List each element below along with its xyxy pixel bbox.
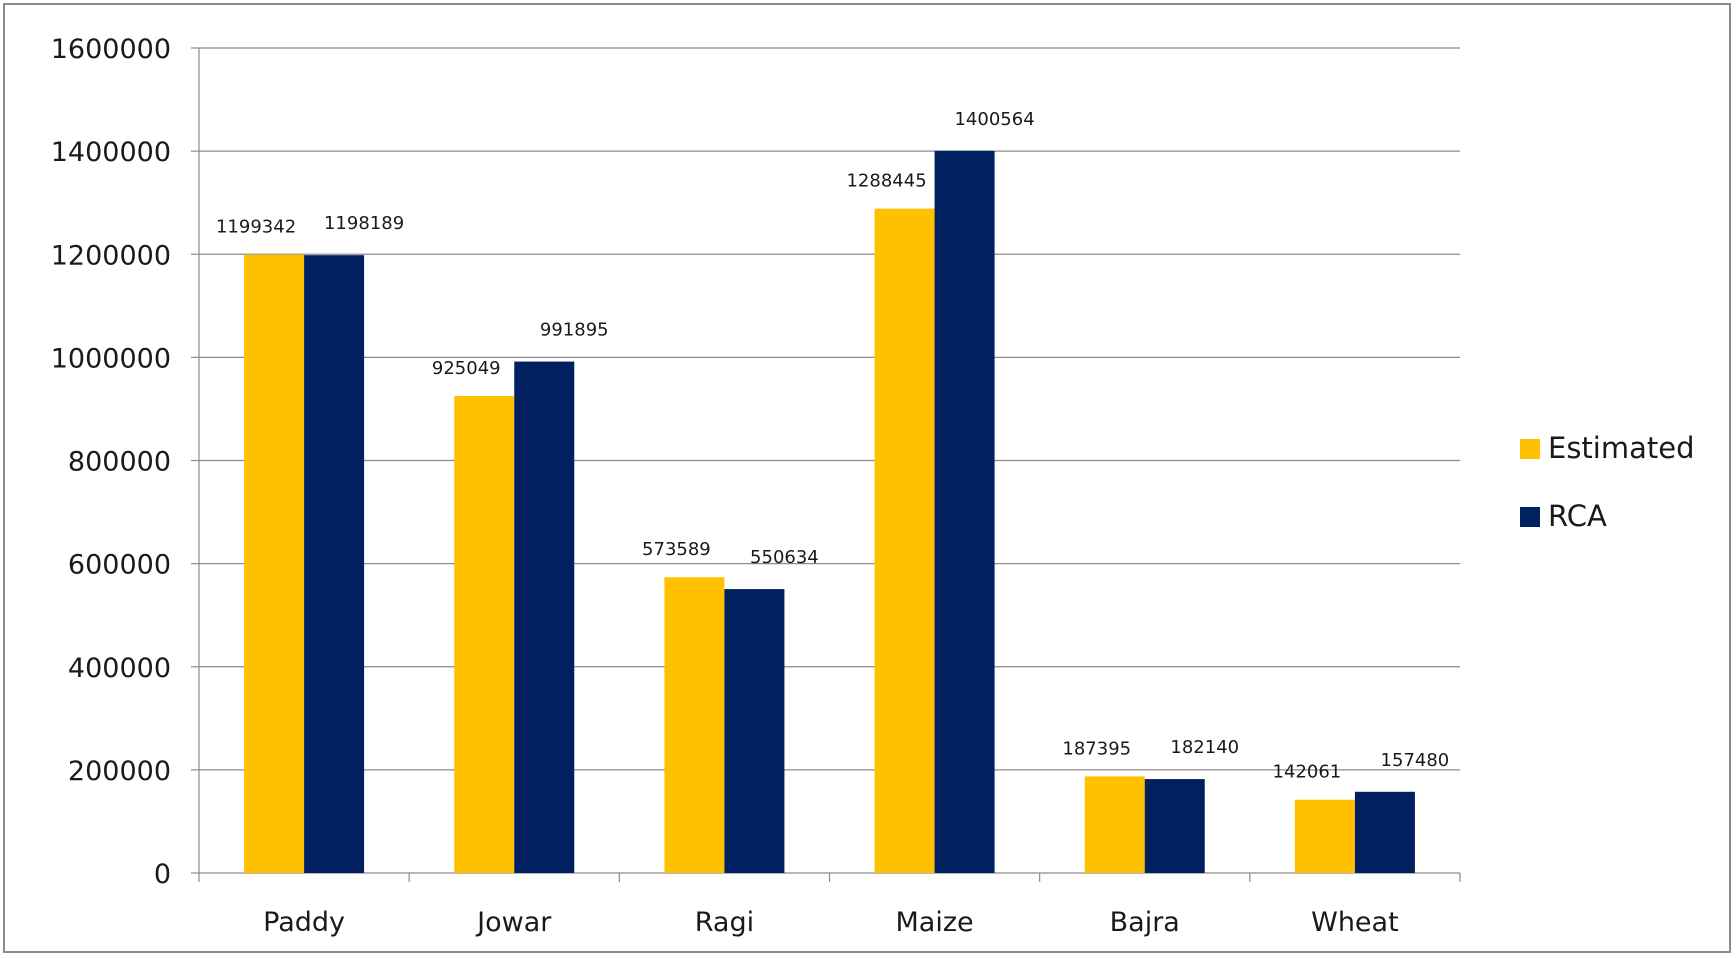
bars [244, 150, 1415, 874]
y-tick-label: 600000 [68, 550, 171, 581]
legend: Estimated RCA [1520, 431, 1695, 533]
bar-estimated-ragi [664, 577, 725, 873]
data-labels: 1199342 1198189 925049 991895 573589 550634 12… [216, 109, 1449, 783]
y-tick-label: 1000000 [51, 343, 171, 374]
y-tick-label: 0 [154, 859, 171, 890]
legend-label-estimated: Estimated [1548, 431, 1695, 465]
bar-rca-maize [934, 150, 995, 874]
x-tick-label: Ragi [695, 907, 754, 938]
legend-swatch-estimated [1520, 439, 1540, 459]
x-tick-label: Paddy [263, 907, 345, 938]
y-tick-label: 800000 [68, 447, 171, 478]
data-label: 157480 [1381, 750, 1450, 771]
data-label: 187395 [1062, 738, 1131, 759]
data-label: 1400564 [954, 109, 1034, 130]
gridlines [199, 47, 1460, 771]
bar-estimated-maize [874, 208, 935, 873]
y-tick-label: 1600000 [51, 34, 171, 65]
bar-rca-ragi [724, 589, 785, 873]
y-tick-label: 1400000 [51, 137, 171, 168]
x-tick-label: Jowar [475, 907, 552, 938]
y-tick-label: 400000 [68, 653, 171, 684]
legend-label-rca: RCA [1548, 499, 1607, 533]
bar-estimated-paddy [244, 254, 305, 873]
data-label: 1199342 [216, 217, 296, 238]
data-label: 550634 [750, 547, 819, 568]
bar-rca-paddy [304, 255, 365, 874]
axes: 0 200000 400000 600000 800000 1000000 1200000 1… [51, 34, 1461, 938]
data-label: 1198189 [324, 213, 404, 234]
data-label: 925049 [432, 358, 501, 379]
data-label: 991895 [540, 320, 609, 341]
x-tick-label: Wheat [1311, 907, 1399, 938]
bar-estimated-jowar [454, 396, 515, 873]
y-tick-label: 200000 [68, 756, 171, 787]
bar-rca-bajra [1144, 779, 1205, 873]
legend-swatch-rca [1520, 507, 1540, 527]
data-label: 182140 [1170, 737, 1239, 758]
bar-rca-wheat [1354, 791, 1415, 873]
data-label: 1288445 [846, 171, 926, 192]
data-label: 573589 [642, 539, 711, 560]
y-tick-label: 1200000 [51, 240, 171, 271]
x-tick-label: Maize [896, 907, 974, 938]
bar-rca-jowar [514, 361, 575, 873]
data-label: 142061 [1273, 762, 1342, 783]
bar-estimated-bajra [1084, 776, 1145, 873]
bar-estimated-wheat [1294, 799, 1355, 873]
x-tick-label: Bajra [1110, 907, 1180, 938]
